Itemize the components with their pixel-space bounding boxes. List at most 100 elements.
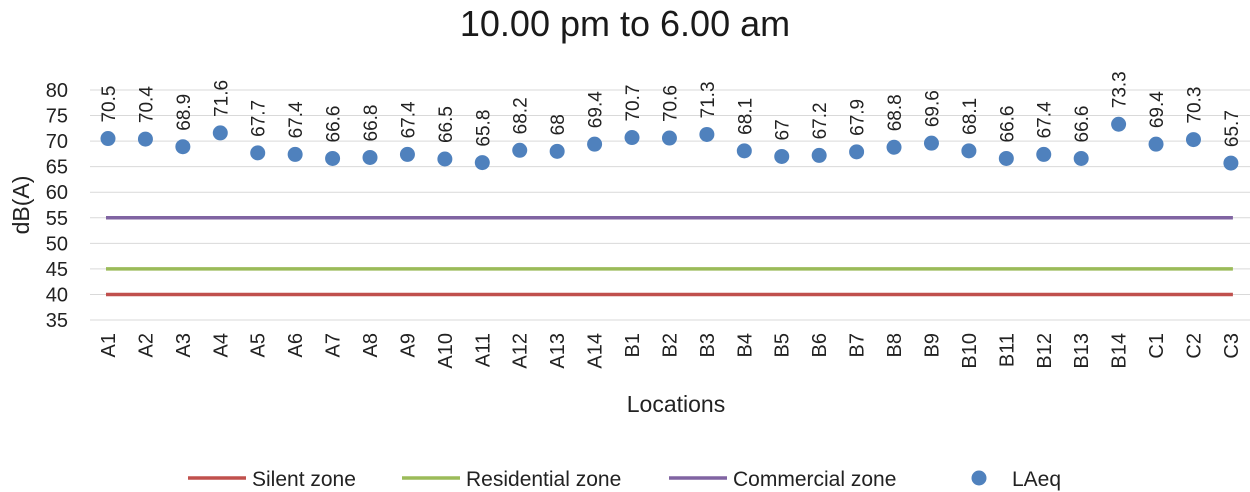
data-label: 69.6 bbox=[922, 90, 943, 127]
laeq-point bbox=[886, 139, 902, 155]
data-label: 67 bbox=[773, 119, 794, 140]
data-label: 73.3 bbox=[1110, 71, 1131, 108]
x-tick-label: A13 bbox=[547, 333, 569, 369]
legend-swatch bbox=[971, 470, 987, 486]
laeq-point bbox=[1148, 136, 1164, 152]
data-label: 67.4 bbox=[1035, 101, 1056, 138]
data-label: 70.7 bbox=[623, 85, 644, 122]
legend-label: LAeq bbox=[1012, 468, 1061, 491]
legend-item: Silent zone bbox=[188, 468, 356, 491]
x-tick-label: A8 bbox=[360, 333, 382, 357]
laeq-point bbox=[923, 135, 939, 151]
legend-label: Residential zone bbox=[466, 468, 621, 491]
x-tick-label: B1 bbox=[622, 333, 644, 357]
laeq-point bbox=[100, 131, 116, 147]
x-tick-label: B10 bbox=[959, 333, 981, 369]
laeq-point bbox=[474, 155, 490, 171]
x-tick-label: B5 bbox=[772, 333, 794, 357]
data-label: 66.6 bbox=[324, 106, 345, 143]
laeq-point bbox=[624, 130, 640, 146]
x-tick-label: B14 bbox=[1109, 333, 1131, 369]
y-tick-label: 50 bbox=[46, 233, 68, 255]
data-label: 68.1 bbox=[735, 98, 756, 135]
data-label: 66.6 bbox=[1072, 106, 1093, 143]
x-tick-label: A14 bbox=[585, 333, 607, 369]
y-tick-label: 80 bbox=[46, 80, 68, 102]
laeq-point bbox=[512, 142, 528, 158]
data-label: 68.1 bbox=[960, 98, 981, 135]
laeq-point bbox=[250, 145, 266, 161]
laeq-point bbox=[1036, 146, 1052, 162]
x-tick-label: B11 bbox=[996, 333, 1018, 367]
data-label: 70.3 bbox=[1184, 87, 1205, 124]
data-label: 70.5 bbox=[99, 86, 120, 123]
laeq-point bbox=[811, 147, 827, 163]
x-tick-label: B6 bbox=[809, 333, 831, 357]
y-tick-label: 40 bbox=[46, 284, 68, 306]
laeq-point bbox=[212, 125, 228, 141]
data-label: 65.7 bbox=[1222, 110, 1243, 147]
y-tick-label: 45 bbox=[46, 259, 68, 281]
x-tick-label: A10 bbox=[435, 333, 457, 369]
laeq-point bbox=[736, 143, 752, 159]
data-label: 68 bbox=[548, 114, 569, 135]
x-tick-label: A11 bbox=[472, 333, 494, 367]
data-label: 67.7 bbox=[249, 100, 270, 137]
x-tick-label: A7 bbox=[323, 333, 345, 357]
data-label: 66.5 bbox=[436, 106, 457, 143]
data-label: 68.8 bbox=[885, 94, 906, 131]
laeq-point bbox=[175, 139, 191, 155]
x-tick-label: A5 bbox=[248, 333, 270, 357]
y-tick-label: 75 bbox=[46, 106, 68, 128]
x-tick-label: A12 bbox=[510, 333, 532, 369]
x-tick-label: B8 bbox=[884, 333, 906, 357]
x-tick-label: B9 bbox=[921, 333, 943, 357]
x-tick-label: B13 bbox=[1071, 333, 1093, 369]
data-label: 71.6 bbox=[211, 80, 232, 117]
x-tick-label: B12 bbox=[1034, 333, 1056, 369]
data-label: 69.4 bbox=[586, 91, 607, 128]
chart-title: 10.00 pm to 6.00 am bbox=[459, 3, 791, 44]
y-tick-label: 35 bbox=[46, 310, 68, 332]
data-label: 67.9 bbox=[848, 99, 869, 136]
y-tick-label: 55 bbox=[46, 208, 68, 230]
data-label: 68.9 bbox=[174, 94, 195, 131]
x-tick-label: B4 bbox=[734, 333, 756, 357]
laeq-point bbox=[1111, 116, 1127, 132]
legend-item: Commercial zone bbox=[669, 468, 896, 491]
laeq-point bbox=[998, 150, 1014, 166]
x-tick-label: B2 bbox=[659, 333, 681, 357]
laeq-point bbox=[362, 149, 378, 165]
y-tick-label: 70 bbox=[46, 131, 68, 153]
laeq-point bbox=[549, 143, 565, 159]
data-label: 66.8 bbox=[361, 104, 382, 141]
data-label: 65.8 bbox=[473, 110, 494, 147]
laeq-point bbox=[1223, 155, 1239, 171]
y-tick-label: 65 bbox=[46, 157, 68, 179]
x-tick-label: A3 bbox=[173, 333, 195, 357]
data-label: 67.4 bbox=[398, 101, 419, 138]
legend-item: LAeq bbox=[971, 468, 1061, 491]
x-tick-label: B7 bbox=[847, 333, 869, 357]
laeq-point bbox=[399, 146, 415, 162]
data-label: 67.2 bbox=[810, 102, 831, 139]
laeq-point bbox=[437, 151, 453, 167]
data-label: 70.6 bbox=[660, 85, 681, 122]
x-tick-label: A9 bbox=[397, 333, 419, 357]
x-tick-label: B3 bbox=[697, 333, 719, 357]
x-tick-label: C2 bbox=[1183, 333, 1205, 359]
laeq-point bbox=[1073, 150, 1089, 166]
y-axis-title: dB(A) bbox=[8, 176, 34, 235]
laeq-point bbox=[287, 146, 303, 162]
data-label: 66.6 bbox=[997, 106, 1018, 143]
x-tick-label: A4 bbox=[210, 333, 232, 357]
x-tick-label: A2 bbox=[135, 333, 157, 357]
x-tick-label: A1 bbox=[98, 333, 120, 357]
laeq-point bbox=[325, 150, 341, 166]
data-label: 68.2 bbox=[511, 97, 532, 134]
laeq-point bbox=[774, 148, 790, 164]
legend-label: Commercial zone bbox=[733, 468, 896, 491]
x-tick-label: A6 bbox=[285, 333, 307, 357]
laeq-point bbox=[699, 126, 715, 142]
